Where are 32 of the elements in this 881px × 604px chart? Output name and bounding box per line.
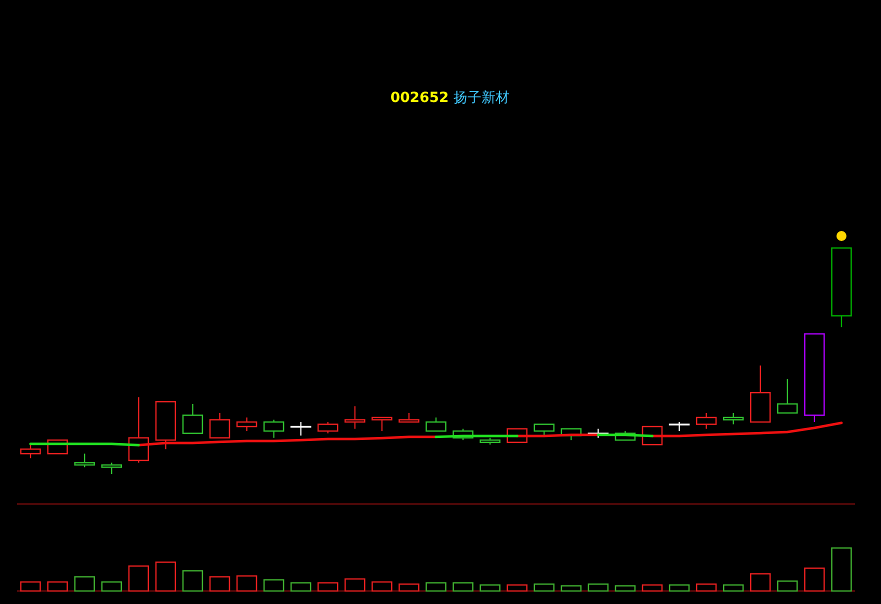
chart-title: 002652 扬子新材 [390,90,510,106]
bar [696,583,717,592]
bar [236,575,258,592]
bar [804,568,825,592]
bar [398,583,420,592]
bar [777,580,798,592]
bar [452,582,474,592]
bar [560,585,582,592]
bar [642,584,663,592]
bar [20,581,41,592]
bar [128,565,150,592]
bar [155,562,176,592]
bar [506,584,528,592]
bar [614,585,636,592]
bar [668,584,690,592]
bar [750,573,771,592]
bar [101,581,122,592]
bar [372,581,392,592]
bar [480,584,500,592]
bar [317,582,338,592]
bar [182,570,204,592]
bar [426,582,446,592]
bar [722,584,744,592]
bar [263,579,284,592]
bar [344,578,366,592]
bar [831,547,852,592]
bar [209,576,230,592]
bar [290,582,312,592]
bar [47,581,68,592]
bar [534,583,555,592]
bar [74,576,95,592]
bar [588,583,609,592]
